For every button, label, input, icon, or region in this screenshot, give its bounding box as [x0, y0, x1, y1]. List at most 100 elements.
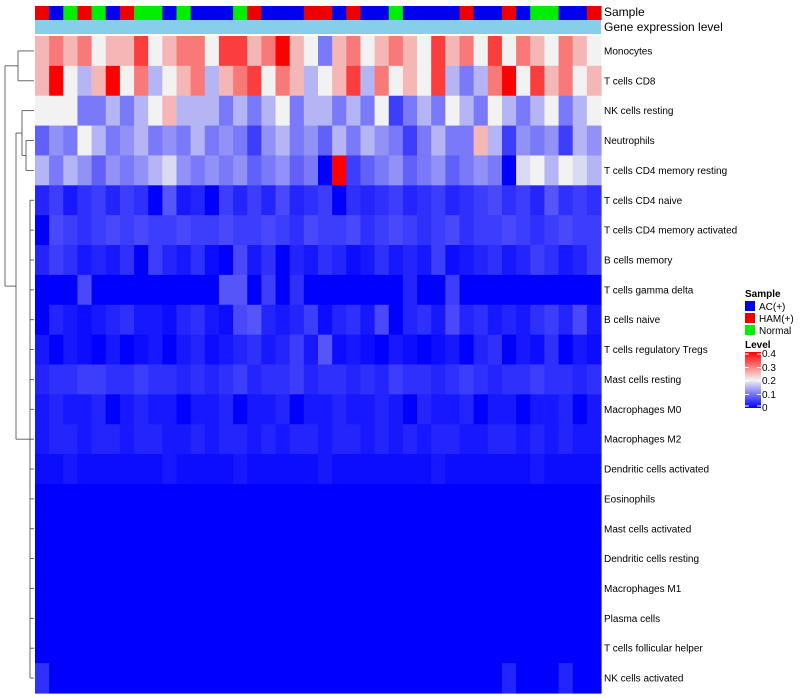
gene-expression-annotation-label: Gene expression level [604, 20, 723, 34]
heatmap-cell [91, 573, 107, 605]
heatmap-cell [473, 454, 489, 485]
heatmap-cell [303, 36, 319, 67]
heatmap-cell [445, 483, 461, 515]
heatmap-cell [91, 663, 107, 694]
heatmap-cell [501, 483, 517, 515]
heatmap-cell [134, 245, 149, 276]
heatmap-cell [261, 95, 277, 127]
heatmap-cell [318, 394, 333, 425]
heatmap-cell [586, 304, 602, 336]
heatmap-cell [431, 454, 446, 485]
heatmap-cell [91, 155, 107, 186]
heatmap-cell [148, 245, 163, 276]
heatmap-cell [190, 274, 206, 306]
heatmap-cell [247, 215, 262, 246]
row-label: T cells CD4 memory activated [604, 226, 737, 237]
heatmap-cell [91, 483, 107, 515]
heatmap-cell [289, 394, 305, 425]
heatmap-cell [402, 274, 418, 306]
heatmap-cell [49, 663, 64, 694]
heatmap-cell [261, 543, 277, 575]
heatmap-cell [431, 513, 446, 545]
heatmap-cell [303, 513, 319, 545]
heatmap-cell [303, 573, 319, 605]
heatmap-cell [289, 185, 305, 216]
heatmap-cell [473, 394, 489, 425]
heatmap-cell [558, 304, 574, 336]
heatmap-cell [572, 483, 588, 515]
heatmap-cell [105, 663, 121, 694]
heatmap-cell [233, 394, 248, 425]
heatmap-cell [346, 274, 362, 306]
heatmap-cell [346, 603, 362, 634]
heatmap-cell [516, 125, 531, 157]
heatmap-cell [77, 65, 93, 97]
heatmap-cell [218, 95, 234, 127]
row-label: Monocytes [604, 46, 652, 57]
heatmap-cell [77, 483, 93, 515]
heatmap-cell [119, 663, 135, 694]
heatmap-cell [261, 125, 277, 157]
heatmap-cell [544, 603, 560, 634]
heatmap-cell [402, 454, 418, 485]
sample-annotation-cell [190, 6, 206, 20]
heatmap-cell [516, 364, 531, 395]
heatmap-cell [445, 274, 461, 306]
heatmap-cell [586, 95, 602, 127]
heatmap-cell [119, 543, 135, 575]
heatmap-cell [190, 513, 206, 545]
heatmap-cell [459, 125, 475, 157]
heatmap-cell [572, 454, 588, 485]
level-tick-0: 0 [762, 403, 768, 414]
sample-annotation-cell [487, 6, 503, 20]
heatmap-cell [346, 95, 362, 127]
heatmap-cell [445, 36, 461, 67]
heatmap-cell [473, 304, 489, 336]
heatmap-cell [501, 36, 517, 67]
heatmap-cell [572, 543, 588, 575]
heatmap-cell [374, 454, 390, 485]
sample-annotation-cell [374, 6, 390, 20]
heatmap-cell [218, 155, 234, 186]
sample-annotation-cell [501, 6, 517, 20]
heatmap-cell [473, 483, 489, 515]
row-labels: Monocytes T cells CD8 NK cells resting Neut… [604, 46, 737, 684]
heatmap-cell [119, 394, 135, 425]
heatmap-cell [91, 334, 107, 366]
heatmap-cell [558, 424, 574, 455]
heatmap-cell [35, 364, 50, 395]
heatmap-cell [473, 543, 489, 575]
heatmap-cell [374, 155, 390, 186]
heatmap-cell [35, 95, 50, 127]
heatmap-cell [105, 155, 121, 186]
heatmap-cell [346, 245, 362, 276]
heatmap-cell [459, 364, 475, 395]
heatmap-cell [332, 65, 347, 97]
heatmap-cell [162, 304, 178, 336]
heatmap-cell [572, 603, 588, 634]
heatmap-cell [190, 155, 206, 186]
heatmap-cell [176, 155, 192, 186]
heatmap-cell [35, 334, 50, 366]
heatmap-cell [218, 125, 234, 157]
heatmap-cell [275, 543, 291, 575]
heatmap-cell [190, 185, 206, 216]
heatmap-cell [77, 394, 93, 425]
heatmap-cell [332, 36, 347, 67]
heatmap-cell [77, 633, 93, 664]
heatmap-cell [346, 215, 362, 246]
heatmap-cell [487, 65, 503, 97]
heatmap-cell [558, 543, 574, 575]
heatmap-cell [77, 334, 93, 366]
heatmap-cell [572, 36, 588, 67]
heatmap-cell [35, 65, 50, 97]
heatmap-cell [105, 65, 121, 97]
heatmap-cell [388, 185, 404, 216]
heatmap-cell [289, 364, 305, 395]
heatmap-cell [346, 483, 362, 515]
heatmap-cell [218, 454, 234, 485]
heatmap-cell [318, 364, 333, 395]
sample-annotation-cell [49, 6, 64, 20]
heatmap-cell [544, 155, 560, 186]
heatmap-cell [63, 454, 79, 485]
